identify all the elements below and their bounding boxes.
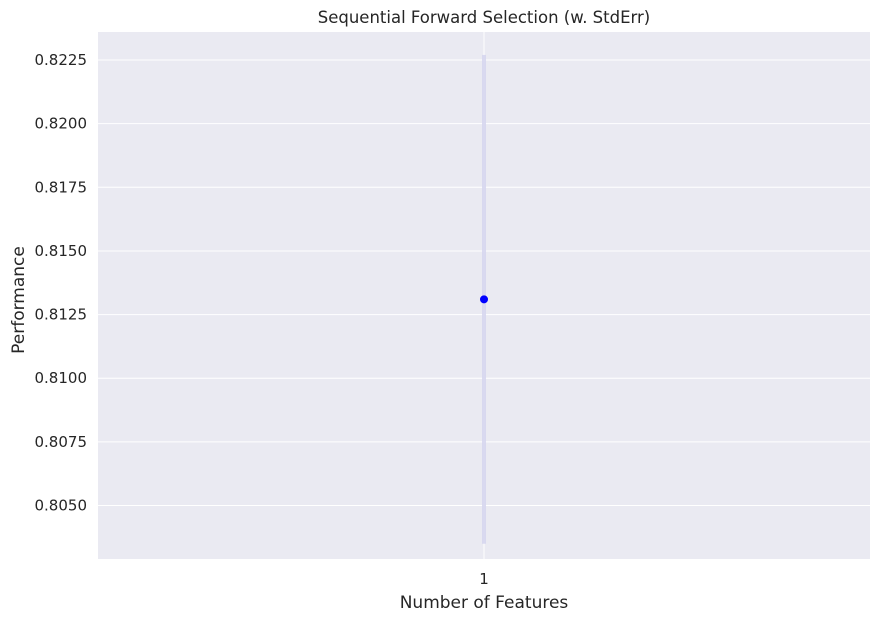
data-point <box>480 295 488 304</box>
y-tick-label: 0.8100 <box>35 369 88 387</box>
y-tick-labels: 0.8050 0.8075 0.8100 0.8125 0.8150 0.8175 0.82… <box>35 51 88 515</box>
data-points <box>480 295 488 304</box>
y-tick-label: 0.8050 <box>35 497 88 515</box>
x-tick-labels: 1 <box>479 570 489 588</box>
x-tick-label: 1 <box>479 570 489 588</box>
y-tick-label: 0.8200 <box>35 115 88 133</box>
y-tick-label: 0.8150 <box>35 242 88 260</box>
x-axis-label: Number of Features <box>400 593 569 613</box>
y-tick-label: 0.8125 <box>35 306 88 324</box>
y-tick-label: 0.8175 <box>35 178 88 196</box>
y-axis-label: Performance <box>9 246 29 354</box>
y-tick-label: 0.8225 <box>35 51 88 69</box>
chart-title: Sequential Forward Selection (w. StdErr) <box>318 8 651 27</box>
y-tick-label: 0.8075 <box>35 433 88 451</box>
